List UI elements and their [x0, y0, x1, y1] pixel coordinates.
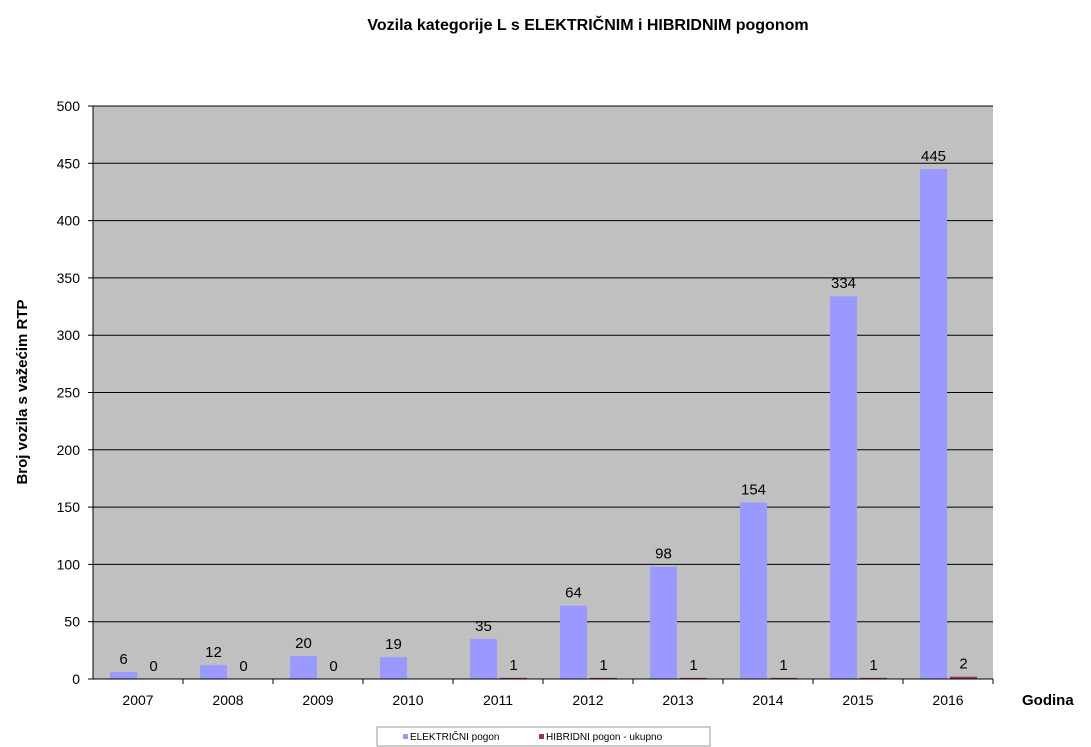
- bars: [110, 169, 977, 679]
- data-label-hibridni-pogon-ukupno-2011: 1: [509, 657, 517, 674]
- legend-swatch-hibridni: [539, 734, 544, 739]
- bar-elektri-ni-pogon-2014: [740, 502, 767, 679]
- y-tick-label-100: 100: [57, 556, 81, 572]
- bar-hibridni-pogon-ukupno-2014: [770, 677, 797, 679]
- x-tick-label-2009: 2009: [302, 692, 333, 708]
- bar-elektri-ni-pogon-2016: [920, 169, 947, 679]
- x-tick-label-2013: 2013: [662, 692, 693, 708]
- data-label-hibridni-pogon-ukupno-2008: 0: [239, 658, 247, 675]
- x-tick-label-2012: 2012: [572, 692, 603, 708]
- bar-elektri-ni-pogon-2011: [470, 638, 497, 679]
- y-tick-label-450: 450: [57, 155, 81, 171]
- chart-title: Vozila kategorije L s ELEKTRIČNIM i HIBR…: [367, 15, 808, 34]
- data-label-elektri-ni-pogon-2007: 6: [119, 651, 127, 668]
- y-tick-label-500: 500: [57, 98, 81, 114]
- data-label-hibridni-pogon-ukupno-2016: 2: [959, 656, 967, 673]
- data-label-hibridni-pogon-ukupno-2007: 0: [149, 658, 157, 675]
- data-label-elektri-ni-pogon-2008: 12: [205, 644, 222, 661]
- data-label-elektri-ni-pogon-2011: 35: [475, 618, 492, 635]
- x-tick-label-2015: 2015: [842, 692, 873, 708]
- x-tick-labels: 2007 2008 2009 2010 2011 2012 2013 2014 2015 2016: [122, 679, 994, 708]
- y-tick-label-350: 350: [57, 270, 81, 286]
- y-tick-label-300: 300: [57, 327, 81, 343]
- y-tick-label-50: 50: [64, 614, 80, 630]
- x-tick-label-2016: 2016: [932, 692, 963, 708]
- data-label-elektri-ni-pogon-2012: 64: [565, 585, 582, 602]
- y-tick-label-400: 400: [57, 213, 81, 229]
- bar-hibridni-pogon-ukupno-2012: [590, 677, 617, 679]
- bar-elektri-ni-pogon-2008: [200, 665, 227, 679]
- data-label-elektri-ni-pogon-2010: 19: [385, 636, 402, 653]
- y-tick-label-150: 150: [57, 499, 81, 515]
- bar-hibridni-pogon-ukupno-2011: [500, 677, 527, 679]
- x-tick-label-2014: 2014: [752, 692, 783, 708]
- bar-hibridni-pogon-ukupno-2015: [860, 677, 887, 679]
- y-tick-label-200: 200: [57, 442, 81, 458]
- legend-label-elektricni: ELEKTRIČNI pogon: [410, 730, 500, 743]
- bar-elektri-ni-pogon-2009: [290, 656, 317, 679]
- bar-hibridni-pogon-ukupno-2016: [950, 676, 977, 679]
- data-label-hibridni-pogon-ukupno-2013: 1: [689, 657, 697, 674]
- bar-elektri-ni-pogon-2013: [650, 566, 677, 679]
- x-tick-label-2008: 2008: [212, 692, 243, 708]
- data-labels: 6 0 12 0 20 0 19 35 1 64 1 98 1 154 1 334 1 445 2: [119, 148, 967, 675]
- y-axis-title: Broj vozila s važećim RTP: [14, 299, 31, 484]
- data-label-hibridni-pogon-ukupno-2014: 1: [779, 657, 787, 674]
- x-tick-label-2011: 2011: [483, 692, 513, 708]
- legend-swatch-elektricni: [403, 734, 408, 739]
- bar-elektri-ni-pogon-2010: [380, 657, 407, 679]
- data-label-hibridni-pogon-ukupno-2012: 1: [599, 657, 607, 674]
- legend: ELEKTRIČNI pogon HIBRIDNI pogon - ukupno: [376, 726, 711, 747]
- legend-label-hibridni: HIBRIDNI pogon - ukupno: [546, 732, 663, 743]
- data-label-elektri-ni-pogon-2015: 334: [831, 275, 856, 292]
- y-tick-label-0: 0: [72, 671, 80, 687]
- bar-elektri-ni-pogon-2015: [830, 296, 857, 679]
- data-label-hibridni-pogon-ukupno-2009: 0: [329, 658, 337, 675]
- data-label-hibridni-pogon-ukupno-2015: 1: [869, 657, 877, 674]
- data-label-elektri-ni-pogon-2016: 445: [921, 148, 946, 165]
- data-label-elektri-ni-pogon-2013: 98: [655, 546, 672, 563]
- y-tick-labels: 0 50 100 150 200 250 300 350 400 450 500: [57, 98, 81, 687]
- x-tick-label-2007: 2007: [122, 692, 153, 708]
- bar-elektri-ni-pogon-2007: [110, 672, 137, 679]
- x-tick-label-2010: 2010: [392, 692, 423, 708]
- x-axis-title: Godina: [1022, 692, 1074, 709]
- data-label-elektri-ni-pogon-2009: 20: [295, 635, 312, 652]
- bar-hibridni-pogon-ukupno-2013: [680, 677, 707, 679]
- data-label-elektri-ni-pogon-2014: 154: [741, 482, 766, 499]
- bar-elektri-ni-pogon-2012: [560, 605, 587, 679]
- y-tick-label-250: 250: [57, 385, 81, 401]
